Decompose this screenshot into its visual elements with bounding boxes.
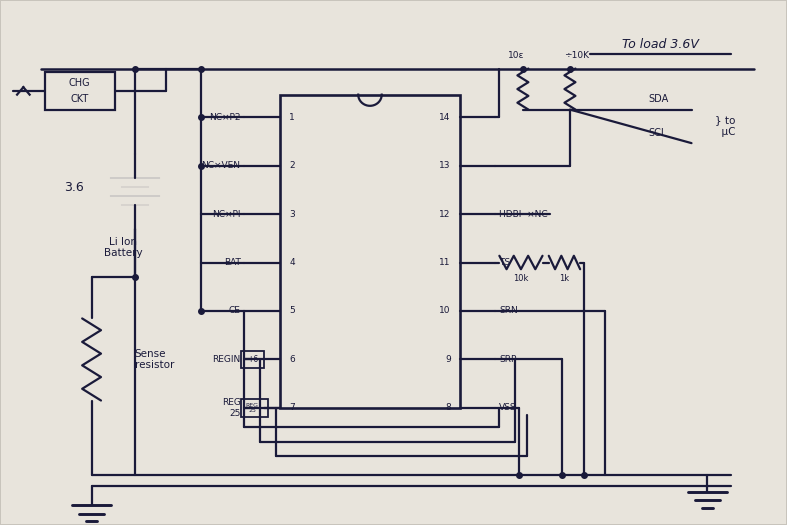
Text: } to
  μC: } to μC xyxy=(715,116,736,137)
Text: SRN: SRN xyxy=(500,307,518,316)
Text: 10k: 10k xyxy=(513,275,529,284)
Text: 14: 14 xyxy=(439,112,451,121)
Text: 11: 11 xyxy=(439,258,451,267)
Text: 7: 7 xyxy=(289,404,295,413)
Text: 2: 2 xyxy=(289,161,295,170)
Text: 4: 4 xyxy=(289,258,295,267)
Text: Li Ion
Battery: Li Ion Battery xyxy=(104,237,142,258)
Text: 13: 13 xyxy=(439,161,451,170)
Text: BAT: BAT xyxy=(224,258,241,267)
Text: NC×VEN: NC×VEN xyxy=(201,161,241,170)
Text: REG
25: REG 25 xyxy=(246,403,259,413)
Text: CKT: CKT xyxy=(71,94,89,104)
Text: REG
25: REG 25 xyxy=(222,398,241,418)
Text: Sense
resistor: Sense resistor xyxy=(135,349,174,370)
Text: 1: 1 xyxy=(289,112,295,121)
Text: 9: 9 xyxy=(445,355,451,364)
Text: CHG: CHG xyxy=(69,78,91,88)
Text: ÷10K: ÷10K xyxy=(563,50,589,60)
Text: To load 3.6V: To load 3.6V xyxy=(622,38,699,51)
Text: 5: 5 xyxy=(289,307,295,316)
Text: 10: 10 xyxy=(439,307,451,316)
Text: NC×PI: NC×PI xyxy=(212,209,241,218)
Text: TS: TS xyxy=(500,258,511,267)
Text: SRP: SRP xyxy=(500,355,517,364)
Bar xyxy=(280,94,460,408)
Text: 6: 6 xyxy=(289,355,295,364)
Text: +6: +6 xyxy=(246,355,258,364)
Text: SCL: SCL xyxy=(648,128,667,138)
Text: 1k: 1k xyxy=(560,275,570,284)
Text: 12: 12 xyxy=(439,209,451,218)
Bar xyxy=(241,351,264,369)
Text: CE: CE xyxy=(229,307,241,316)
Text: HDBI  ×NC: HDBI ×NC xyxy=(500,209,548,218)
Bar xyxy=(241,399,268,417)
Text: 3.6: 3.6 xyxy=(64,181,83,194)
Text: 8: 8 xyxy=(445,404,451,413)
Text: SDA: SDA xyxy=(648,94,669,104)
Text: 3: 3 xyxy=(289,209,295,218)
Text: REGIN: REGIN xyxy=(212,355,241,364)
Text: NC×P2: NC×P2 xyxy=(209,112,241,121)
Text: VSS: VSS xyxy=(500,404,517,413)
Bar xyxy=(45,72,115,110)
Text: 10ε: 10ε xyxy=(508,50,525,60)
